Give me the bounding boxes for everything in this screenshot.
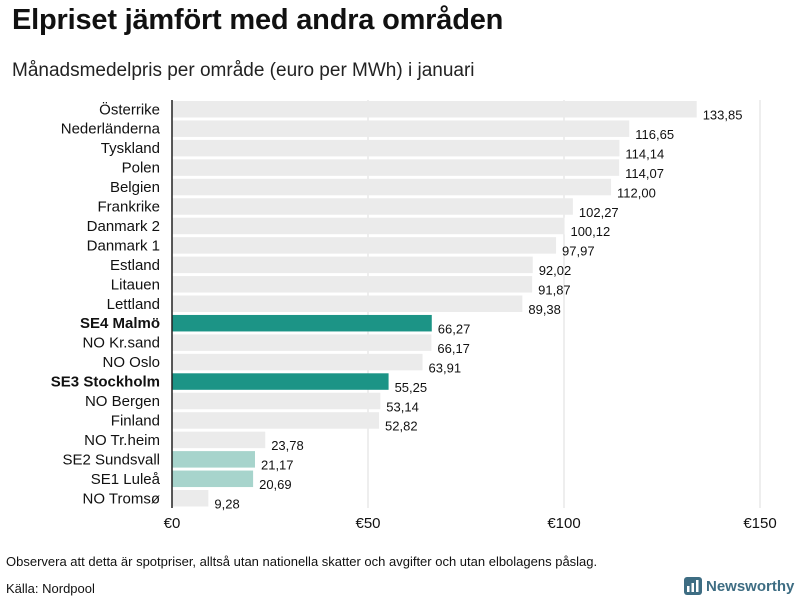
category-label: NO Tromsø: [83, 490, 161, 507]
x-tick-label: €0: [164, 515, 181, 532]
category-label: SE1 Luleå: [91, 471, 161, 488]
bar: [172, 334, 432, 351]
bar: [172, 295, 523, 312]
category-label: Lettland: [107, 296, 160, 313]
newsworthy-icon: [684, 577, 702, 595]
value-label: 116,65: [635, 127, 674, 142]
bar: [172, 120, 630, 137]
category-label: SE4 Malmö: [80, 315, 160, 332]
value-label: 114,14: [625, 146, 664, 161]
brand-name: Newsworthy: [706, 577, 795, 595]
category-label: Belgien: [110, 179, 160, 196]
value-label: 89,38: [528, 302, 561, 317]
x-tick-label: €50: [355, 515, 380, 532]
bar: [172, 353, 423, 371]
bar: [172, 276, 533, 293]
bar: [172, 470, 254, 488]
bar: [172, 451, 255, 468]
category-label: SE3 Stockholm: [51, 374, 160, 391]
value-label: 53,14: [386, 399, 419, 414]
bar: [172, 490, 209, 507]
category-label: NO Kr.sand: [82, 335, 160, 352]
bar: [172, 237, 557, 254]
value-label: 66,27: [438, 321, 471, 336]
value-label: 20,69: [259, 477, 292, 492]
category-label: SE2 Sundsvall: [62, 451, 160, 468]
value-label: 97,97: [562, 244, 595, 259]
category-label: NO Tr.heim: [84, 432, 160, 449]
value-label: 91,87: [538, 283, 571, 298]
bar: [172, 159, 620, 176]
bar: [172, 431, 266, 449]
bar: [172, 314, 432, 332]
category-label: NO Bergen: [85, 393, 160, 410]
brand-logo: Newsworthy: [684, 577, 794, 595]
value-label: 100,12: [570, 224, 610, 239]
footnote: Observera att detta är spotpriser, allts…: [6, 554, 598, 569]
value-label: 52,82: [385, 419, 418, 434]
chart-subtitle: Månadsmedelpris per område (euro per MWh…: [12, 60, 475, 81]
category-label: Tyskland: [101, 140, 160, 157]
value-label: 114,07: [625, 166, 664, 181]
value-label: 9,28: [214, 497, 239, 512]
bar: [172, 373, 389, 390]
source-text: Källa: Nordpool: [6, 581, 95, 596]
category-label: Österrike: [99, 100, 160, 118]
chart-title: Elpriset jämfört med andra områden: [12, 4, 504, 36]
x-tick-label: €100: [547, 515, 580, 532]
value-label: 112,00: [617, 185, 656, 200]
category-label: Frankrike: [97, 199, 160, 216]
bar-chart: €0 €50 €100 €150 Österrike 133,85 Nederländern…: [51, 100, 777, 532]
value-label: 102,27: [579, 205, 619, 220]
value-label: 23,78: [271, 438, 304, 453]
bar: [172, 198, 573, 215]
bar: [172, 217, 565, 235]
category-label: Polen: [122, 160, 160, 177]
value-label: 55,25: [395, 380, 428, 395]
category-label: Litauen: [111, 276, 160, 293]
bar: [172, 178, 612, 196]
value-label: 66,17: [437, 341, 470, 356]
value-label: 21,17: [261, 458, 294, 473]
bar: [172, 412, 380, 429]
category-label: Danmark 1: [87, 237, 160, 254]
category-label: Danmark 2: [87, 218, 160, 235]
value-label: 63,91: [429, 360, 462, 375]
bar: [172, 139, 620, 157]
value-label: 92,02: [539, 263, 572, 278]
category-label: Finland: [111, 412, 160, 429]
bar: [172, 101, 697, 118]
x-tick-label: €150: [743, 515, 776, 532]
category-label: Estland: [110, 257, 160, 274]
category-label: NO Oslo: [102, 354, 160, 371]
bar: [172, 392, 381, 410]
value-label: 133,85: [703, 108, 743, 123]
bar: [172, 256, 533, 274]
category-label: Nederländerna: [61, 121, 161, 138]
